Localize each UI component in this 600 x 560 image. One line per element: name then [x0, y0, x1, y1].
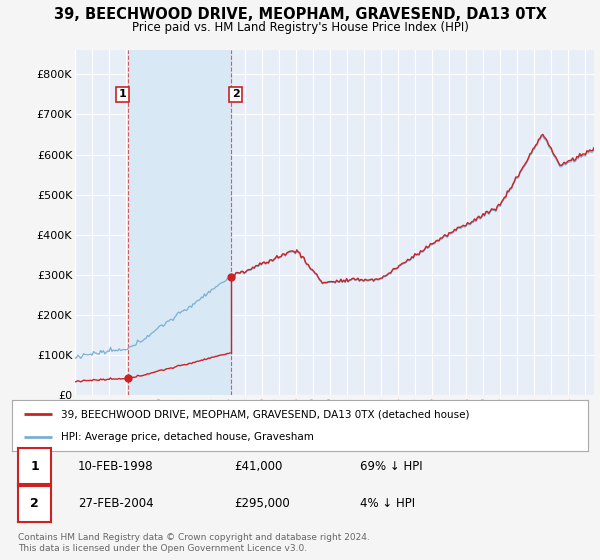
- Text: 10-FEB-1998: 10-FEB-1998: [78, 460, 154, 473]
- Text: £41,000: £41,000: [234, 460, 283, 473]
- Text: 39, BEECHWOOD DRIVE, MEOPHAM, GRAVESEND, DA13 0TX (detached house): 39, BEECHWOOD DRIVE, MEOPHAM, GRAVESEND,…: [61, 409, 469, 419]
- Text: HPI: Average price, detached house, Gravesham: HPI: Average price, detached house, Grav…: [61, 432, 314, 442]
- Text: 69% ↓ HPI: 69% ↓ HPI: [360, 460, 422, 473]
- Text: 2: 2: [30, 497, 39, 510]
- Text: 4% ↓ HPI: 4% ↓ HPI: [360, 497, 415, 510]
- Text: £295,000: £295,000: [234, 497, 290, 510]
- Text: Price paid vs. HM Land Registry's House Price Index (HPI): Price paid vs. HM Land Registry's House …: [131, 21, 469, 34]
- Text: 2: 2: [232, 90, 239, 100]
- Text: 39, BEECHWOOD DRIVE, MEOPHAM, GRAVESEND, DA13 0TX: 39, BEECHWOOD DRIVE, MEOPHAM, GRAVESEND,…: [53, 7, 547, 22]
- Text: 27-FEB-2004: 27-FEB-2004: [78, 497, 154, 510]
- Text: 1: 1: [119, 90, 127, 100]
- Text: 1: 1: [30, 460, 39, 473]
- Text: Contains HM Land Registry data © Crown copyright and database right 2024.
This d: Contains HM Land Registry data © Crown c…: [18, 533, 370, 553]
- Bar: [128, 50, 231, 395]
